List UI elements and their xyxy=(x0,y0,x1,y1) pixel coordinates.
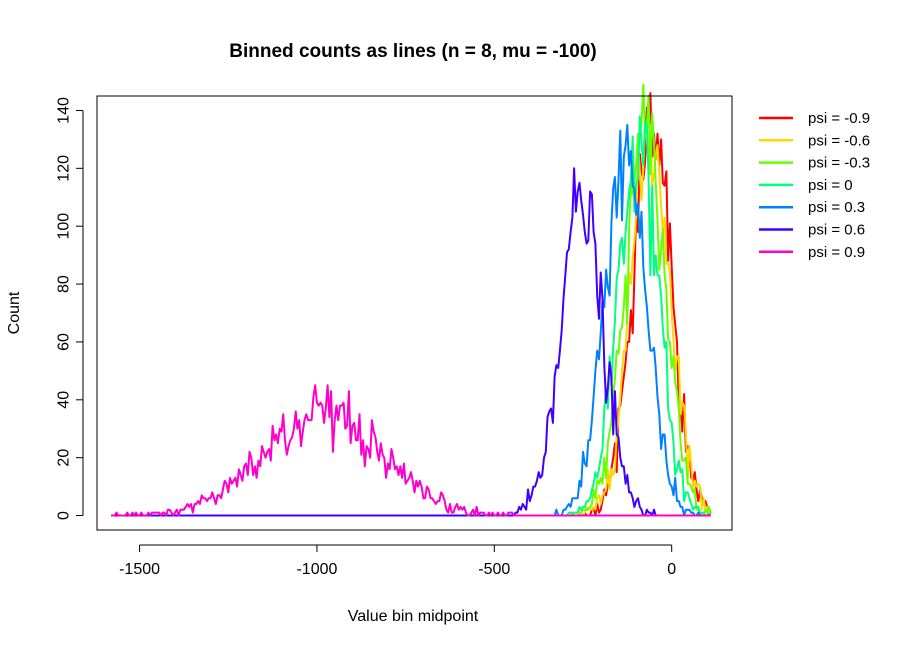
chart-title: Binned counts as lines (n = 8, mu = -100… xyxy=(229,41,596,62)
legend-label: psi = 0.6 xyxy=(808,222,865,239)
series-line xyxy=(111,384,711,517)
y-tick-label: 20 xyxy=(56,449,73,467)
x-tick-label: -1500 xyxy=(119,561,160,578)
legend-label: psi = 0 xyxy=(808,177,853,194)
legend-label: psi = -0.3 xyxy=(808,155,870,172)
legend-label: psi = 0.3 xyxy=(808,199,865,216)
legend-label: psi = -0.6 xyxy=(808,132,870,149)
plot-lines xyxy=(111,83,712,517)
legend-label: psi = 0.9 xyxy=(808,244,865,261)
y-axis-label: Count xyxy=(6,291,23,334)
legend: psi = -0.9 psi = -0.6 psi = -0.3 psi = 0 psi… xyxy=(759,110,870,261)
y-tick-label: 0 xyxy=(56,511,73,520)
y-axis: 0 20 40 60 80 100 120 140 xyxy=(56,97,84,520)
y-tick-label: 120 xyxy=(56,155,73,182)
x-tick-label: -1000 xyxy=(296,561,337,578)
x-tick-label: -500 xyxy=(478,561,510,578)
legend-label: psi = -0.9 xyxy=(808,110,870,127)
x-tick-label: 0 xyxy=(667,561,676,578)
series-line xyxy=(111,167,711,517)
plot-frame xyxy=(96,95,733,531)
x-axis-label: Value bin midpoint xyxy=(348,608,479,625)
y-tick-label: 80 xyxy=(56,275,73,293)
y-tick-label: 140 xyxy=(56,97,73,124)
y-tick-label: 100 xyxy=(56,213,73,240)
y-tick-label: 40 xyxy=(56,391,73,409)
y-tick-label: 60 xyxy=(56,333,73,351)
x-axis: -1500 -1000 -500 0 xyxy=(119,544,676,578)
